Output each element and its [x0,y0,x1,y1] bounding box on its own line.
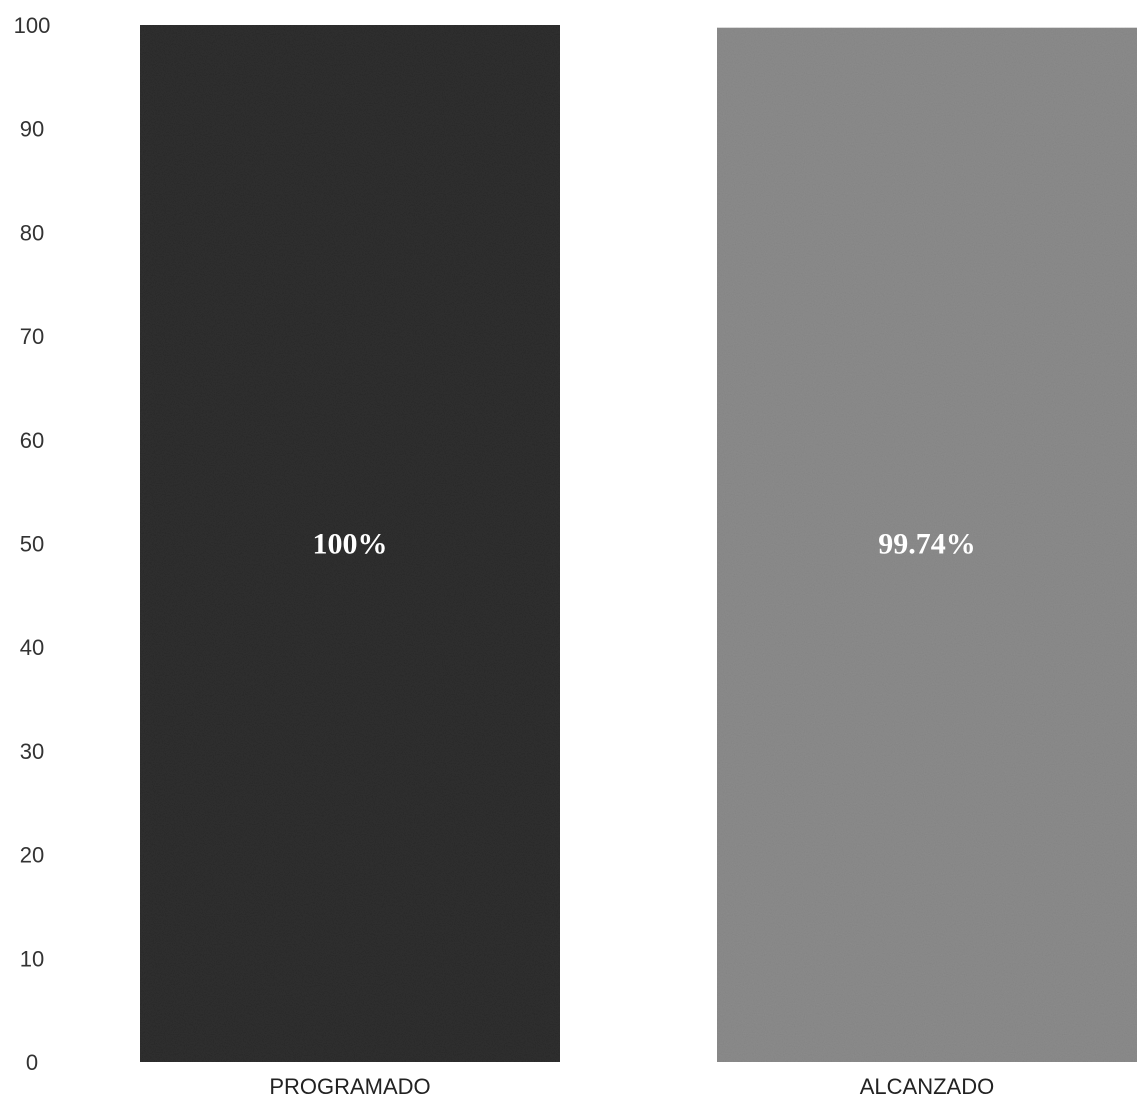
y-axis-ticks: 0 10 20 30 40 50 60 70 80 90 100 [14,13,51,1075]
y-tick-label: 90 [20,117,44,142]
bar-value-label: 99.74% [878,528,976,561]
y-tick-label: 100 [14,13,51,38]
y-tick-label: 0 [26,1050,38,1075]
x-axis-labels: PROGRAMADO ALCANZADO [269,1074,994,1099]
bar [717,27,1137,1063]
y-tick-label: 40 [20,635,44,660]
y-tick-label: 30 [20,739,44,764]
y-tick-label: 60 [20,428,44,453]
y-tick-label: 50 [20,532,44,557]
bar-value-label: 100% [313,528,388,561]
bars: 100% 99.74% [140,25,1137,1063]
x-category-label: PROGRAMADO [269,1074,430,1099]
bar [140,25,560,1062]
y-tick-label: 10 [20,946,44,971]
y-tick-label: 70 [20,324,44,349]
y-tick-label: 20 [20,843,44,868]
x-category-label: ALCANZADO [860,1074,994,1099]
y-tick-label: 80 [20,220,44,245]
